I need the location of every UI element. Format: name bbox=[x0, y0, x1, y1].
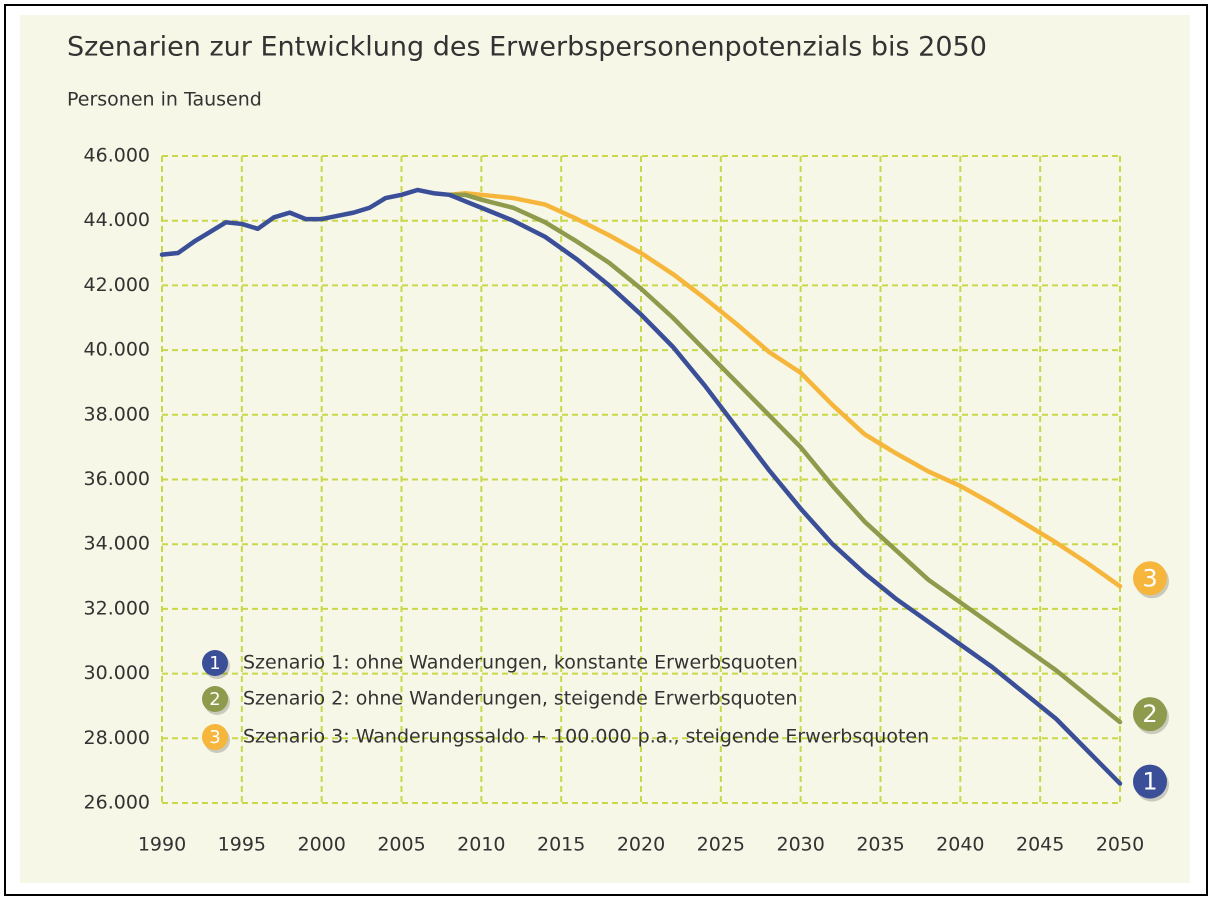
y-tick-label: 44.000 bbox=[84, 209, 150, 231]
end-badge: 3 bbox=[1142, 564, 1157, 592]
y-tick-label: 32.000 bbox=[84, 597, 150, 619]
x-tick-label: 2015 bbox=[537, 834, 585, 856]
end-badge-circle bbox=[1133, 697, 1167, 732]
legend-badge: 1 bbox=[209, 653, 220, 674]
x-tick-label: 1995 bbox=[218, 834, 266, 856]
legend-badge-circle bbox=[202, 724, 228, 750]
y-tick-label: 42.000 bbox=[84, 274, 150, 296]
legend-label: Szenario 1: ohne Wanderungen, konstante … bbox=[243, 652, 798, 674]
legend-label: Szenario 3: Wanderungssaldo + 100.000 p.… bbox=[243, 726, 929, 748]
legend-badge: 3 bbox=[209, 727, 220, 748]
end-badge: 2 bbox=[1142, 700, 1157, 728]
end-badge-circle bbox=[1133, 561, 1167, 596]
x-tick-label: 2005 bbox=[377, 834, 425, 856]
background bbox=[20, 15, 1190, 883]
series-line bbox=[447, 190, 1123, 589]
chart-title: Szenarien zur Entwicklung des Erwerbsper… bbox=[67, 32, 987, 63]
x-tick-label: 2010 bbox=[457, 834, 505, 856]
y-tick-label: 28.000 bbox=[84, 727, 150, 749]
series-line bbox=[447, 192, 1123, 725]
y-tick-label: 34.000 bbox=[84, 533, 150, 555]
x-tick-label: 2035 bbox=[856, 834, 904, 856]
legend-badge-circle bbox=[202, 650, 228, 676]
legend-badge-circle bbox=[202, 686, 228, 712]
y-tick-label: 26.000 bbox=[84, 792, 150, 814]
end-badge: 1 bbox=[1142, 768, 1157, 796]
x-tick-label: 2030 bbox=[776, 834, 824, 856]
x-tick-label: 2000 bbox=[297, 834, 345, 856]
series-line bbox=[159, 187, 1123, 786]
y-tick-label: 40.000 bbox=[84, 339, 150, 361]
chart-subtitle: Personen in Tausend bbox=[67, 89, 262, 111]
y-tick-label: 30.000 bbox=[84, 662, 150, 684]
end-badge-circle bbox=[1133, 764, 1167, 799]
x-tick-label: 2050 bbox=[1096, 834, 1144, 856]
y-tick-label: 38.000 bbox=[84, 403, 150, 425]
y-tick-label: 36.000 bbox=[84, 468, 150, 490]
y-tick-label: 46.000 bbox=[84, 145, 150, 167]
legend-label: Szenario 2: ohne Wanderungen, steigende … bbox=[243, 688, 798, 710]
x-tick-label: 2025 bbox=[697, 834, 745, 856]
x-tick-label: 1990 bbox=[138, 834, 186, 856]
x-tick-label: 2040 bbox=[936, 834, 984, 856]
x-tick-label: 2020 bbox=[617, 834, 665, 856]
x-tick-label: 2045 bbox=[1016, 834, 1064, 856]
legend-badge: 2 bbox=[209, 689, 220, 710]
